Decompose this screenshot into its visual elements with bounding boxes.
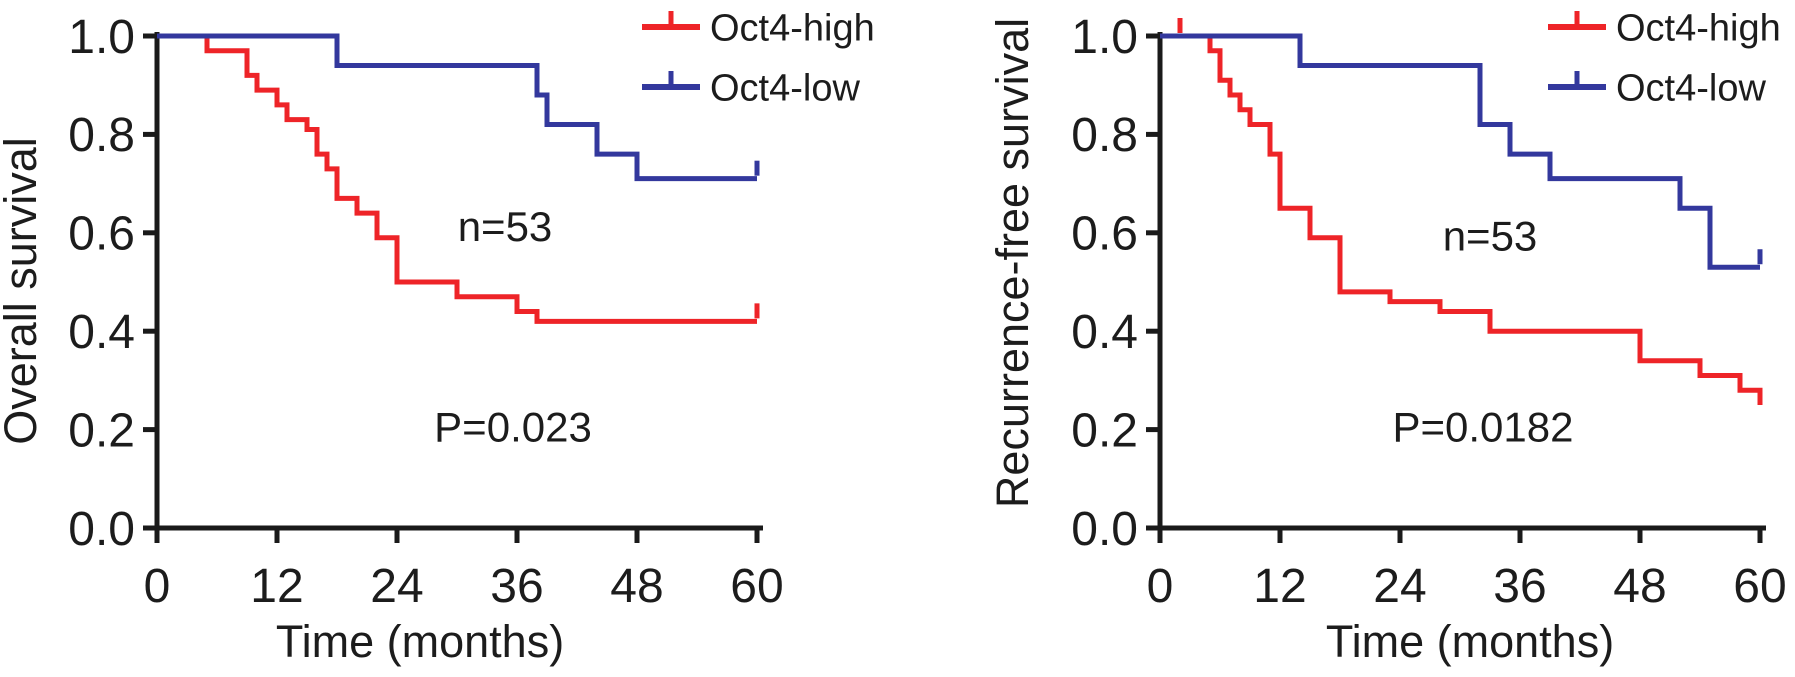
x-tick-label: 36 <box>490 560 543 613</box>
y-axis-title: Overall survival <box>0 137 46 445</box>
x-axis-title: Time (months) <box>1326 616 1614 667</box>
x-tick-label: 24 <box>1373 560 1426 613</box>
x-tick-label: 60 <box>730 560 783 613</box>
x-tick-label: 12 <box>250 560 303 613</box>
x-axis-title: Time (months) <box>276 616 564 667</box>
p-value-label: P=0.023 <box>434 403 592 450</box>
x-tick-label: 12 <box>1253 560 1306 613</box>
overall-survival-plot: 1.0 0.8 0.6 0.4 0.2 0.00 12 24 36 48 60 Time (month… <box>0 8 875 667</box>
legend-label: Oct4-low <box>1616 68 1766 110</box>
chart-overall-survival: 1.0 0.8 0.6 0.4 0.2 0.0 0 12 24 36 48 60 Time (month… <box>0 8 875 667</box>
y-tick-label: 0.8 <box>1071 109 1138 162</box>
y-tick-label: 0.2 <box>68 404 135 457</box>
p-value-label: P=0.0182 <box>1392 403 1573 450</box>
y-tick-label: 0.4 <box>1071 306 1138 359</box>
y-tick-label: 0.6 <box>68 208 135 261</box>
x-tick-label: 0 <box>1147 560 1174 613</box>
x-tick-label: 0 <box>144 560 171 613</box>
y-tick-label: 1.0 <box>1071 11 1138 64</box>
chart-recurrence-free-survival: 1.0 0.8 0.6 0.4 0.2 0.0 0 12 24 36 48 60 Time (month… <box>987 0 1795 677</box>
x-tick-label: 24 <box>370 560 423 613</box>
x-tick-label: 48 <box>1613 560 1666 613</box>
y-tick-label: 1.0 <box>68 11 135 64</box>
y-tick-label: 0.8 <box>68 109 135 162</box>
x-tick-label: 48 <box>610 560 663 613</box>
x-tick-label: 36 <box>1493 560 1546 613</box>
y-tick-label: 0.0 <box>68 503 135 556</box>
legend-label: Oct4-low <box>710 68 860 110</box>
y-axis-title: Recurrence-free survival <box>987 18 1038 508</box>
sample-size-label: n=53 <box>458 203 553 250</box>
legend-label: Oct4-high <box>1616 8 1781 50</box>
recurrence-free-survival-plot: 1.0 0.8 0.6 0.4 0.2 0.00 12 24 36 48 60 Time (month… <box>987 8 1787 667</box>
series-oct4-high-curve <box>1160 33 1763 405</box>
y-tick-label: 0.4 <box>68 306 135 359</box>
x-tick-label: 60 <box>1733 560 1786 613</box>
y-tick-label: 0.2 <box>1071 404 1138 457</box>
legend-label: Oct4-high <box>710 8 875 50</box>
series-oct4-low-curve <box>1160 33 1760 270</box>
sample-size-label: n=53 <box>1443 212 1538 259</box>
series-oct4-high-curve <box>157 33 757 324</box>
y-tick-label: 0.0 <box>1071 503 1138 556</box>
series-oct4-low-curve <box>157 33 757 182</box>
y-tick-label: 0.6 <box>1071 208 1138 261</box>
